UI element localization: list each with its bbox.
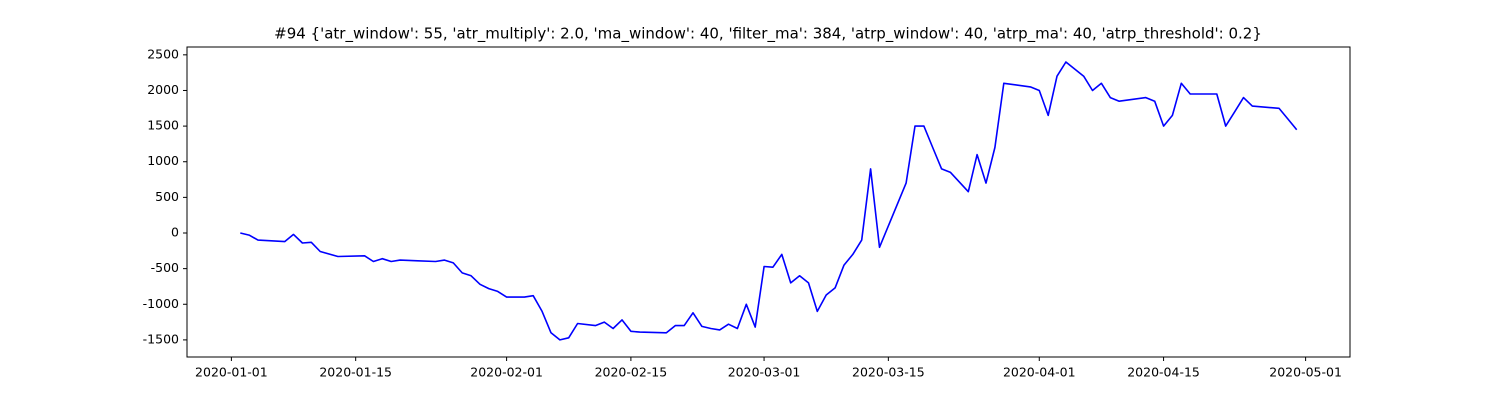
y-tick-label: 1500 [147, 118, 179, 133]
x-tick-label: 2020-03-01 [728, 365, 801, 380]
chart-title: #94 {'atr_window': 55, 'atr_multiply': 2… [274, 25, 1262, 44]
plot-frame [186, 46, 1351, 358]
y-tick-label: -500 [151, 260, 179, 275]
line [240, 61, 1298, 341]
x-tick-label: 2020-04-15 [1127, 365, 1200, 380]
y-tick-label: -1500 [143, 331, 179, 346]
x-tick-label: 2020-03-15 [852, 365, 925, 380]
y-tick-label: 500 [155, 189, 179, 204]
y-tick-label: 2000 [147, 82, 179, 97]
x-tick-label: 2020-04-01 [1003, 365, 1076, 380]
x-tick-label: 2020-01-01 [195, 365, 268, 380]
x-tick-label: 2020-05-01 [1269, 365, 1342, 380]
y-tick-label: 1000 [147, 153, 179, 168]
x-tick-label: 2020-01-15 [319, 365, 392, 380]
x-tick-label: 2020-02-15 [595, 365, 668, 380]
x-tick-label: 2020-02-01 [470, 365, 543, 380]
y-tick-label: -1000 [143, 296, 179, 311]
y-tick-label: 2500 [147, 46, 179, 61]
y-tick-label: 0 [171, 225, 179, 240]
